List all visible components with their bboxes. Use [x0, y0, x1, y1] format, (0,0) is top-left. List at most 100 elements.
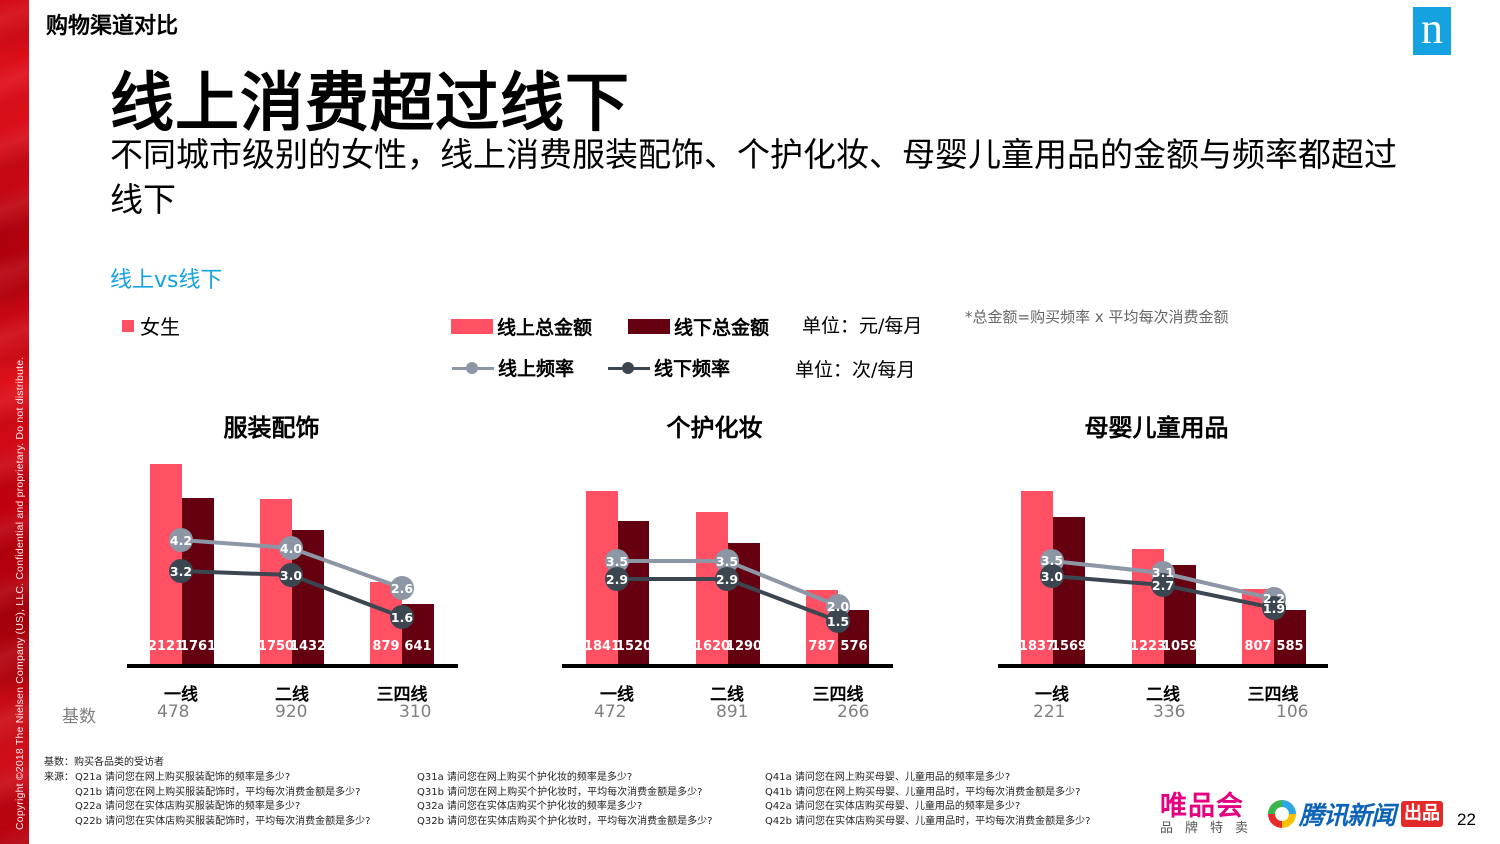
page-number: 22	[1457, 810, 1476, 829]
base-value: 891	[716, 702, 749, 722]
svg-text:3.0: 3.0	[280, 568, 302, 583]
bar-offline-amount	[182, 498, 214, 665]
decorative-red-strip: Copyright ©2018 The Nielsen Company (US)…	[0, 0, 29, 844]
chart-plot: 1841 1520 1620 1290 787 576 3.5 3.5 2.0 …	[562, 491, 893, 668]
bar-value-labels: 1841 1520 1620 1290 787 576	[584, 639, 868, 654]
bar-value-labels: 2121 1761 1750 1432 879 641	[148, 639, 432, 654]
vipshop-logo: 唯品会 品牌特卖	[1160, 793, 1260, 837]
svg-text:807: 807	[1244, 639, 1271, 654]
tencent-news-logo: 腾讯新闻 出品	[1268, 796, 1444, 832]
amount-formula-note: *总金额=购买频率 x 平均每次消费金额	[965, 308, 1229, 326]
svg-text:1841: 1841	[584, 639, 620, 654]
chart-apparel: 服装配饰 2121 1761 1750 1432 879 641 4.2	[122, 400, 458, 730]
category-label: 一线	[164, 685, 198, 705]
svg-text:2.6: 2.6	[391, 581, 413, 596]
base-label: 基数	[62, 707, 96, 727]
category-label: 三四线	[1247, 685, 1299, 705]
tencent-produced-tag: 出品	[1401, 801, 1444, 827]
legend-online-amount: 线上总金额	[451, 313, 592, 340]
svg-text:3.0: 3.0	[1041, 569, 1063, 584]
svg-text:2121: 2121	[148, 639, 184, 654]
svg-text:3.1: 3.1	[1152, 565, 1174, 580]
svg-text:3.5: 3.5	[606, 554, 628, 569]
freq-value-labels: 3.5 3.5 2.0 2.9 2.9 1.5	[606, 554, 849, 629]
svg-text:3.5: 3.5	[1041, 553, 1063, 568]
svg-text:1569: 1569	[1051, 639, 1087, 654]
svg-text:2.2: 2.2	[1263, 591, 1285, 606]
chart-plot: 1837 1569 1223 1059 807 585 3.5 3.1 2.2 …	[998, 491, 1328, 668]
svg-text:1223: 1223	[1130, 639, 1166, 654]
category-label: 一线	[1035, 685, 1069, 705]
vipshop-tagline: 品牌特卖	[1160, 821, 1261, 836]
svg-text:2.9: 2.9	[606, 572, 628, 587]
legend-online-freq-label: 线上频率	[498, 358, 575, 380]
strip-texture	[0, 0, 29, 844]
base-value: 478	[157, 702, 190, 722]
footnote-base: 基数：购买各品类的受访者	[44, 757, 164, 768]
base-value: 336	[1153, 702, 1186, 722]
legend-offline-freq-label: 线下频率	[654, 358, 731, 380]
svg-text:1290: 1290	[726, 639, 762, 654]
svg-text:1059: 1059	[1162, 639, 1198, 654]
nielsen-logo-icon: n	[1413, 7, 1451, 55]
chart-subheading: 线上vs线下	[110, 268, 223, 293]
freq-value-labels: 4.2 4.0 2.6 3.2 3.0 1.6	[170, 533, 413, 625]
svg-text:1837: 1837	[1019, 639, 1055, 654]
offline-freq-markers	[169, 559, 414, 629]
chart-personal-care: 个护化妆 1841 1520 1620 1290 787 576 3.5	[557, 400, 893, 730]
base-value: 221	[1033, 702, 1066, 722]
legend-offline-freq: 线下频率	[608, 354, 730, 381]
svg-text:3.5: 3.5	[716, 554, 738, 569]
svg-text:1620: 1620	[694, 639, 730, 654]
category-label: 三四线	[376, 685, 428, 705]
svg-text:1520: 1520	[616, 639, 652, 654]
bar-offline-amount	[618, 521, 649, 665]
svg-text:1761: 1761	[180, 639, 216, 654]
svg-text:1.9: 1.9	[1263, 601, 1285, 616]
svg-text:1750: 1750	[258, 639, 294, 654]
category-label: 二线	[710, 685, 744, 705]
bars	[1021, 491, 1306, 665]
svg-text:2.7: 2.7	[1152, 578, 1174, 593]
svg-text:879: 879	[372, 639, 399, 654]
base-value: 920	[275, 702, 308, 722]
bar-value-labels: 1837 1569 1223 1059 807 585	[1019, 639, 1304, 654]
base-value: 472	[594, 702, 627, 722]
legend-segment-label: 女生	[140, 315, 180, 339]
base-value: 266	[837, 702, 870, 722]
offline-freq-markers	[605, 567, 850, 633]
online-amount-swatch-icon	[451, 319, 493, 334]
svg-text:787: 787	[808, 639, 835, 654]
page-title: 线上消费超过线下	[110, 67, 630, 141]
chart-plot: 2121 1761 1750 1432 879 641 4.2 4.0 2.6 …	[127, 464, 458, 668]
legend-offline-amount-label: 线下总金额	[674, 317, 770, 339]
svg-text:1.5: 1.5	[827, 614, 849, 629]
category-label: 三四线	[812, 685, 864, 705]
offline-amount-swatch-icon	[628, 319, 670, 334]
chart-title: 服装配饰	[223, 414, 320, 442]
svg-text:585: 585	[1276, 639, 1303, 654]
base-value: 106	[1276, 702, 1309, 722]
svg-text:2.0: 2.0	[827, 599, 849, 614]
category-label: 二线	[275, 685, 309, 705]
chart-title: 个护化妆	[666, 414, 763, 442]
tencent-news-name: 腾讯新闻	[1299, 801, 1396, 830]
footnote-col-baby-kids: Q41a 请问您在网上购买母婴、儿童用品的频率是多少? Q41b 请问您在网上购…	[765, 772, 1091, 827]
svg-text:1432: 1432	[290, 639, 326, 654]
legend-offline-amount: 线下总金额	[628, 313, 769, 340]
online-freq-markers	[169, 528, 414, 600]
category-label: 一线	[600, 685, 634, 705]
legend-online-amount-label: 线上总金额	[497, 317, 593, 339]
svg-text:3.2: 3.2	[170, 564, 192, 579]
svg-text:641: 641	[404, 639, 431, 654]
online-freq-line-icon	[452, 360, 494, 376]
offline-freq-markers	[1040, 564, 1286, 620]
svg-text:2.9: 2.9	[716, 572, 738, 587]
legend-segment: 女生	[122, 311, 180, 340]
legend-online-freq: 线上频率	[452, 354, 574, 381]
bar-offline-amount	[1053, 517, 1085, 665]
svg-text:4.0: 4.0	[280, 541, 302, 556]
footnote-source-label: 来源：	[44, 772, 74, 783]
tencent-news-icon	[1268, 800, 1296, 828]
base-value: 310	[399, 702, 432, 722]
